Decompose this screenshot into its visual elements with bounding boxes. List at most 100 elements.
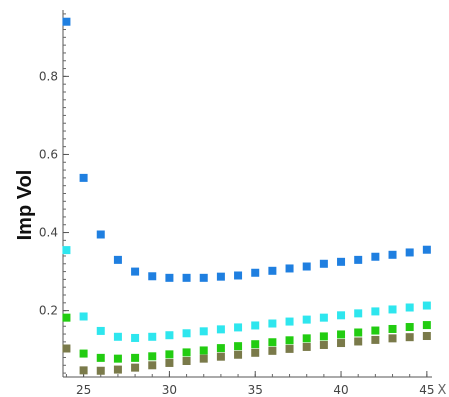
data-point bbox=[96, 230, 105, 239]
x-tick-label: 40 bbox=[333, 383, 348, 397]
data-point bbox=[268, 346, 277, 355]
data-point bbox=[182, 329, 191, 338]
data-point bbox=[354, 328, 363, 337]
data-point bbox=[405, 303, 414, 312]
data-point bbox=[148, 361, 157, 370]
data-point bbox=[319, 340, 328, 349]
data-point bbox=[371, 335, 380, 344]
data-point bbox=[422, 332, 431, 341]
data-point bbox=[199, 354, 208, 363]
data-point bbox=[165, 358, 174, 367]
data-point bbox=[216, 344, 225, 353]
data-point bbox=[371, 252, 380, 261]
data-point bbox=[62, 17, 71, 26]
data-point bbox=[62, 313, 71, 322]
data-point bbox=[302, 342, 311, 351]
data-point bbox=[251, 340, 260, 349]
data-point bbox=[251, 321, 260, 330]
data-point bbox=[371, 326, 380, 335]
data-point bbox=[199, 346, 208, 355]
data-point bbox=[182, 348, 191, 357]
data-point bbox=[337, 339, 346, 348]
data-point bbox=[62, 246, 71, 255]
data-point bbox=[388, 324, 397, 333]
data-point bbox=[216, 325, 225, 334]
data-point bbox=[62, 344, 71, 353]
data-point bbox=[148, 352, 157, 361]
series-3 bbox=[62, 313, 431, 363]
data-point bbox=[113, 255, 122, 264]
data-point bbox=[319, 332, 328, 341]
data-point bbox=[131, 353, 140, 362]
data-point bbox=[165, 350, 174, 359]
data-point bbox=[234, 350, 243, 359]
data-point bbox=[302, 315, 311, 324]
x-tick-label: 45 bbox=[419, 383, 434, 397]
data-point bbox=[113, 354, 122, 363]
data-point bbox=[337, 311, 346, 320]
data-point bbox=[131, 267, 140, 276]
data-point bbox=[285, 264, 294, 273]
data-point bbox=[268, 266, 277, 275]
data-point bbox=[96, 353, 105, 362]
data-point bbox=[199, 273, 208, 282]
series-2 bbox=[62, 246, 431, 342]
x-axis-title: X bbox=[438, 383, 447, 397]
data-point bbox=[388, 305, 397, 314]
data-point bbox=[251, 348, 260, 357]
x-tick-label: 30 bbox=[162, 383, 177, 397]
data-point bbox=[354, 337, 363, 346]
tick-labels: 0.2 0.4 0.6 0.8 25 30 35 40 45 bbox=[39, 69, 435, 397]
data-point bbox=[251, 268, 260, 277]
y-tick-label: 0.2 bbox=[39, 304, 58, 318]
series-1 bbox=[62, 17, 431, 282]
data-point bbox=[405, 248, 414, 257]
data-point bbox=[96, 366, 105, 375]
x-tick-label: 25 bbox=[76, 383, 91, 397]
data-point bbox=[131, 333, 140, 342]
data-point bbox=[113, 365, 122, 374]
data-point bbox=[337, 257, 346, 266]
data-point bbox=[422, 245, 431, 254]
data-point bbox=[216, 272, 225, 281]
data-point bbox=[148, 272, 157, 281]
data-point bbox=[182, 356, 191, 365]
data-points bbox=[62, 17, 431, 375]
data-point bbox=[388, 334, 397, 343]
data-point bbox=[405, 323, 414, 332]
data-point bbox=[268, 338, 277, 347]
data-point bbox=[285, 344, 294, 353]
data-point bbox=[79, 349, 88, 358]
data-point bbox=[234, 342, 243, 351]
data-point bbox=[79, 173, 88, 182]
data-point bbox=[182, 273, 191, 282]
data-point bbox=[405, 333, 414, 342]
data-point bbox=[371, 307, 380, 316]
data-point bbox=[165, 273, 174, 282]
data-point bbox=[302, 334, 311, 343]
data-point bbox=[319, 259, 328, 268]
y-tick-label: 0.6 bbox=[39, 147, 58, 161]
data-point bbox=[388, 250, 397, 259]
x-tick-label: 35 bbox=[248, 383, 263, 397]
data-point bbox=[131, 363, 140, 372]
data-point bbox=[79, 312, 88, 321]
y-tick-label: 0.8 bbox=[39, 69, 58, 83]
data-point bbox=[422, 321, 431, 330]
y-tick-label: 0.4 bbox=[39, 226, 58, 240]
data-point bbox=[285, 317, 294, 326]
data-point bbox=[354, 255, 363, 264]
y-axis-title: Imp Vol bbox=[14, 170, 36, 241]
data-point bbox=[319, 313, 328, 322]
data-point bbox=[268, 319, 277, 328]
data-point bbox=[337, 330, 346, 339]
data-point bbox=[354, 309, 363, 318]
data-point bbox=[165, 331, 174, 340]
data-point bbox=[285, 336, 294, 345]
data-point bbox=[148, 332, 157, 341]
data-point bbox=[234, 323, 243, 332]
data-point bbox=[96, 326, 105, 335]
data-point bbox=[422, 301, 431, 310]
